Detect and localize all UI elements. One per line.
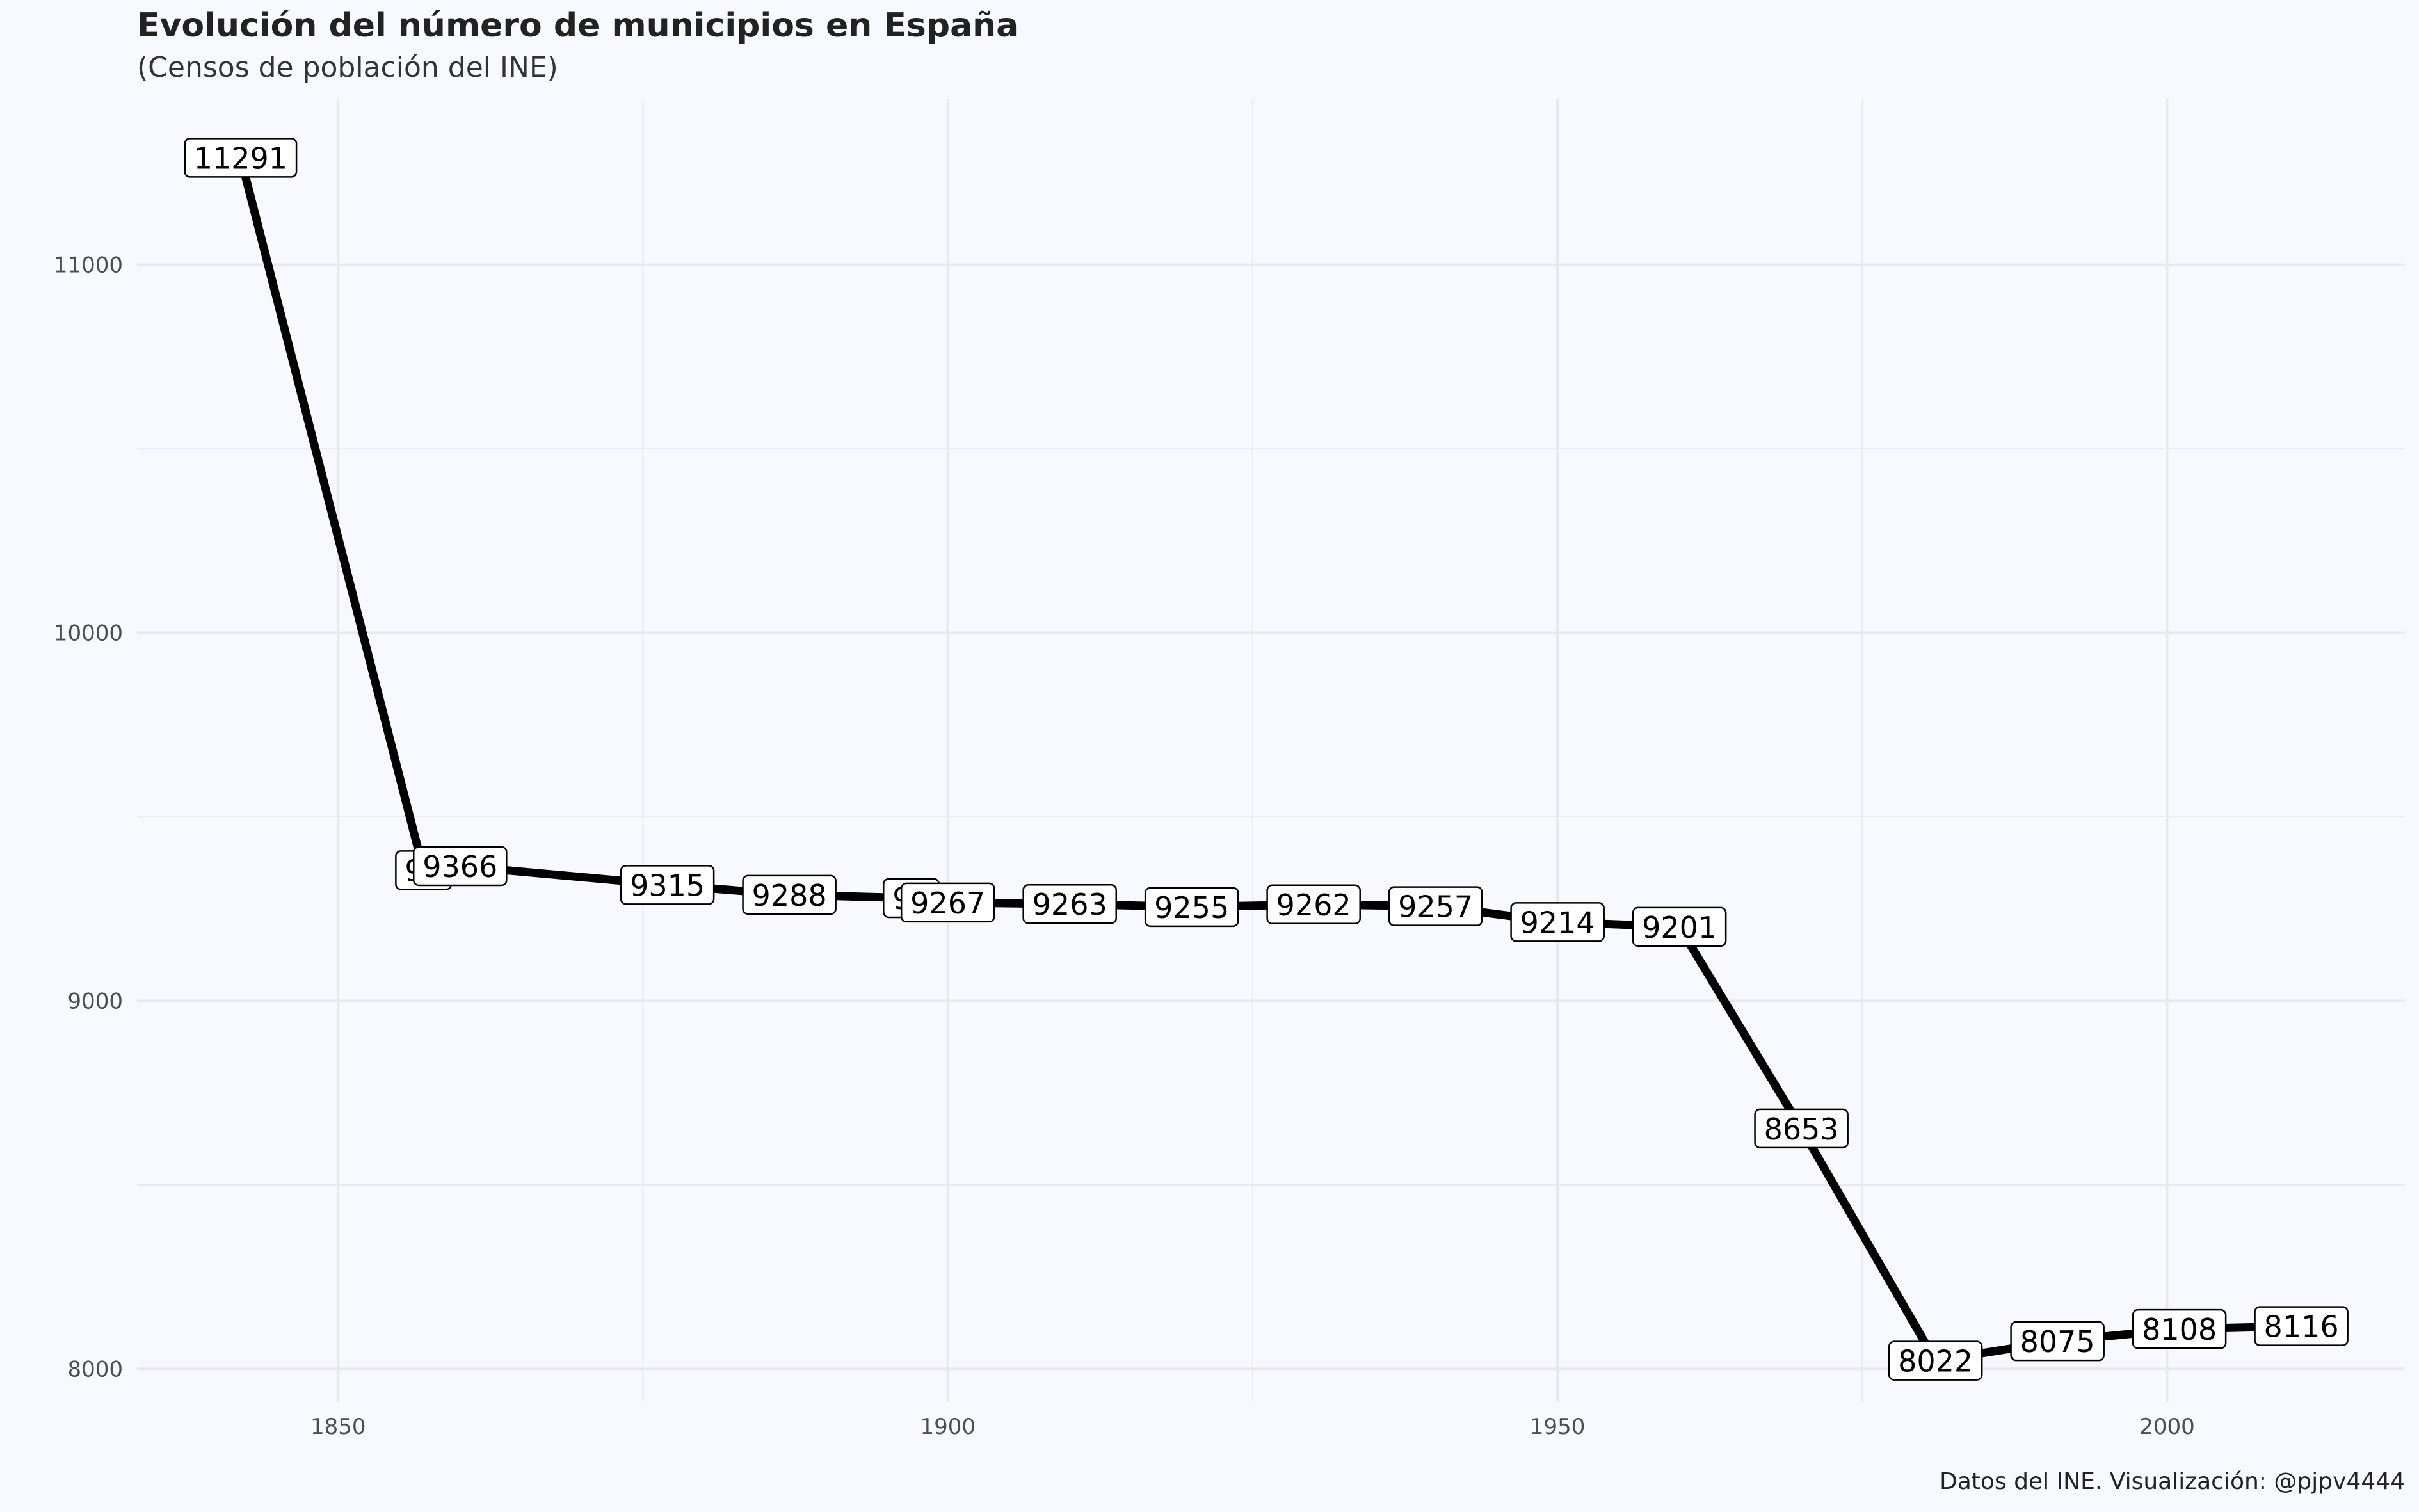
data-label-text: 9257 bbox=[1398, 890, 1473, 924]
data-label-text: 9366 bbox=[422, 849, 497, 884]
data-label-box bbox=[184, 138, 298, 178]
data-label: 9267 bbox=[900, 882, 995, 923]
data-label-text: 8075 bbox=[2020, 1324, 2095, 1359]
data-label-text: 8116 bbox=[2264, 1310, 2339, 1344]
data-label-text: 8108 bbox=[2142, 1312, 2217, 1347]
x-tick-label: 1900 bbox=[920, 1414, 976, 1440]
chart-title: Evolución del número de municipios en Es… bbox=[137, 6, 1019, 45]
data-label-box bbox=[1388, 886, 1483, 926]
data-label-box bbox=[2254, 1306, 2349, 1346]
data-label-box bbox=[1632, 906, 1727, 947]
data-label-text: 9214 bbox=[1520, 905, 1595, 940]
chart-subtitle: (Censos de población del INE) bbox=[137, 51, 558, 84]
data-label-box bbox=[1266, 884, 1361, 925]
series-line-group bbox=[236, 156, 2302, 1365]
data-label-text: 8022 bbox=[1898, 1344, 1973, 1379]
data-label-box bbox=[1888, 1340, 1983, 1381]
data-label-box bbox=[900, 882, 995, 923]
data-label-text: 9315 bbox=[630, 868, 705, 903]
data-labels: 1129193936693159288929267926392559262925… bbox=[184, 138, 2349, 1381]
data-label-text: 9288 bbox=[752, 878, 827, 913]
data-label-box bbox=[1022, 883, 1117, 924]
data-label: 9366 bbox=[412, 846, 508, 887]
data-label-text: 9262 bbox=[1276, 888, 1351, 922]
data-label: 9315 bbox=[620, 865, 715, 905]
y-tick-label: 9000 bbox=[67, 988, 123, 1014]
data-label: 9201 bbox=[1632, 906, 1727, 947]
data-label: 9255 bbox=[1144, 887, 1239, 928]
data-label: 8116 bbox=[2254, 1306, 2349, 1346]
data-label-box bbox=[742, 874, 837, 915]
x-tick-label: 1850 bbox=[310, 1414, 366, 1440]
y-tick-label: 8000 bbox=[67, 1356, 123, 1382]
chart-caption: Datos del INE. Visualización: @pjpv4444 bbox=[1939, 1468, 2405, 1495]
data-label: 8653 bbox=[1754, 1108, 1849, 1149]
axis-ticks: 1850 1900 1950 2000 8000 9000 10000 11000 bbox=[54, 253, 2195, 1440]
data-label-text: 8653 bbox=[1764, 1112, 1839, 1146]
data-label-box bbox=[1754, 1108, 1849, 1149]
data-label-text: 9267 bbox=[910, 886, 985, 921]
data-label: 8075 bbox=[2010, 1321, 2105, 1362]
data-label: 9288 bbox=[742, 874, 837, 915]
data-label-box bbox=[620, 865, 715, 905]
data-label: 9214 bbox=[1510, 902, 1605, 942]
data-label: 8022 bbox=[1888, 1340, 1983, 1381]
data-label: 9257 bbox=[1388, 886, 1483, 926]
y-tick-label: 11000 bbox=[54, 253, 123, 278]
data-label-text: 9255 bbox=[1154, 890, 1229, 925]
data-label-box bbox=[2132, 1308, 2227, 1349]
x-tick-label: 2000 bbox=[2139, 1414, 2195, 1440]
data-label: 9262 bbox=[1266, 884, 1361, 925]
data-label-text: 9201 bbox=[1642, 910, 1717, 945]
data-label-box bbox=[1144, 887, 1239, 928]
data-label-text: 11291 bbox=[194, 141, 287, 175]
data-label-box bbox=[1510, 902, 1605, 942]
data-label-box bbox=[2010, 1321, 2105, 1362]
grid-lines bbox=[137, 99, 2405, 1402]
data-label-text: 9263 bbox=[1033, 887, 1107, 922]
x-tick-label: 1950 bbox=[1530, 1414, 1586, 1440]
data-label: 11291 bbox=[184, 138, 298, 178]
data-label-box bbox=[412, 846, 508, 887]
y-tick-label: 10000 bbox=[54, 621, 123, 647]
data-label: 9263 bbox=[1022, 883, 1117, 924]
series-line bbox=[236, 156, 2302, 1365]
data-label: 8108 bbox=[2132, 1308, 2227, 1349]
